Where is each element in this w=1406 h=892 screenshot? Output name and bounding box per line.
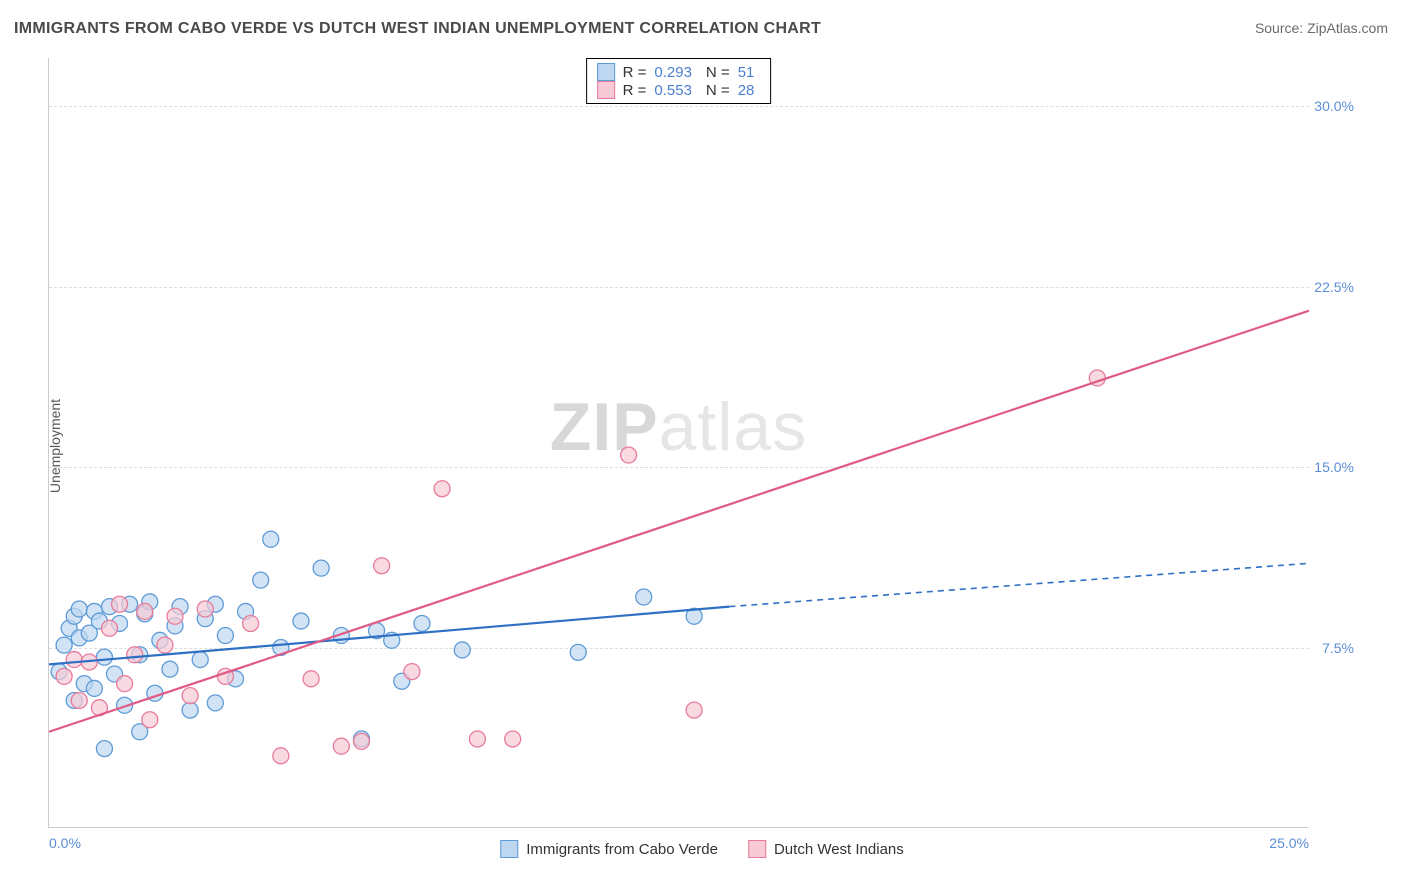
data-point <box>353 733 369 749</box>
data-point <box>71 601 87 617</box>
r-label: R = <box>623 64 647 81</box>
data-point <box>313 560 329 576</box>
data-point <box>505 731 521 747</box>
n-label: N = <box>706 64 730 81</box>
data-point <box>374 558 390 574</box>
data-point <box>86 680 102 696</box>
legend-stats-row: R = 0.553 N = 28 <box>597 81 761 99</box>
regression-line <box>49 311 1309 732</box>
n-label: N = <box>706 82 730 99</box>
data-point <box>197 601 213 617</box>
data-point <box>217 628 233 644</box>
data-point <box>621 447 637 463</box>
data-point <box>112 596 128 612</box>
data-point <box>56 668 72 684</box>
n-value: 51 <box>738 64 755 81</box>
legend-label: Immigrants from Cabo Verde <box>526 841 718 858</box>
data-point <box>263 531 279 547</box>
legend-swatch <box>748 840 766 858</box>
r-value: 0.553 <box>654 82 692 99</box>
data-point <box>333 738 349 754</box>
data-point <box>636 589 652 605</box>
data-point <box>96 741 112 757</box>
data-point <box>434 481 450 497</box>
data-point <box>101 620 117 636</box>
data-point <box>273 748 289 764</box>
regression-line-extrapolated <box>729 563 1309 606</box>
y-tick-label: 30.0% <box>1314 98 1354 114</box>
data-point <box>137 603 153 619</box>
data-point <box>182 688 198 704</box>
data-point <box>207 695 223 711</box>
data-point <box>469 731 485 747</box>
data-point <box>253 572 269 588</box>
data-point <box>303 671 319 687</box>
y-tick-label: 15.0% <box>1314 459 1354 475</box>
data-point <box>293 613 309 629</box>
data-point <box>167 608 183 624</box>
y-tick-label: 22.5% <box>1314 279 1354 295</box>
legend-swatch <box>597 63 615 81</box>
legend-swatch <box>597 81 615 99</box>
r-value: 0.293 <box>654 64 692 81</box>
data-point <box>157 637 173 653</box>
legend-swatch <box>500 840 518 858</box>
scatter-svg <box>49 58 1309 828</box>
chart-canvas: ZIPatlas 7.5%15.0%22.5%30.0% R =0.293N =… <box>48 58 1356 828</box>
data-point <box>162 661 178 677</box>
data-point <box>56 637 72 653</box>
legend-label: Dutch West Indians <box>774 841 904 858</box>
data-point <box>182 702 198 718</box>
data-point <box>96 649 112 665</box>
data-point <box>71 692 87 708</box>
legend-item: Immigrants from Cabo Verde <box>500 840 718 858</box>
n-value: 28 <box>738 82 755 99</box>
x-tick-label: 0.0% <box>49 835 81 851</box>
data-point <box>142 712 158 728</box>
data-point <box>686 702 702 718</box>
r-label: R = <box>623 82 647 99</box>
chart-title: IMMIGRANTS FROM CABO VERDE VS DUTCH WEST… <box>14 20 821 38</box>
legend-item: Dutch West Indians <box>748 840 904 858</box>
data-point <box>66 652 82 668</box>
legend-stats-row: R = 0.293 N = 51 <box>597 63 761 81</box>
data-point <box>404 664 420 680</box>
y-tick-label: 7.5% <box>1322 640 1354 656</box>
data-point <box>243 615 259 631</box>
source-attribution: Source: ZipAtlas.com <box>1255 20 1388 36</box>
data-point <box>570 644 586 660</box>
series-legend: Immigrants from Cabo Verde Dutch West Ind… <box>500 840 904 858</box>
plot-area: ZIPatlas 7.5%15.0%22.5%30.0% R =0.293N =… <box>48 58 1308 828</box>
correlation-legend: R = 0.293 N = 51 R = 0.553 N = 28 <box>586 58 772 104</box>
data-point <box>192 652 208 668</box>
data-point <box>454 642 470 658</box>
data-point <box>127 647 143 663</box>
x-tick-label: 25.0% <box>1269 835 1309 851</box>
data-point <box>414 615 430 631</box>
data-point <box>117 676 133 692</box>
